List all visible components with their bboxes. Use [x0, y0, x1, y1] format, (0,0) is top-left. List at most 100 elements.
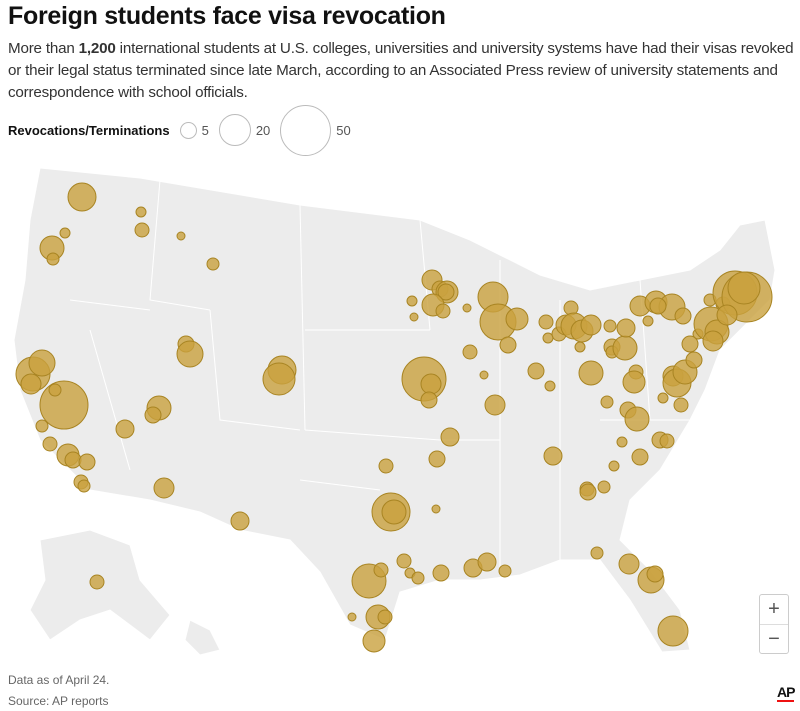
school-bubble[interactable] — [544, 380, 556, 392]
school-bubble[interactable] — [89, 574, 105, 590]
school-bubble[interactable] — [78, 453, 96, 471]
school-bubble[interactable] — [543, 446, 563, 466]
school-bubble[interactable] — [618, 553, 640, 575]
school-bubble[interactable] — [39, 380, 89, 430]
school-bubble[interactable] — [144, 406, 162, 424]
school-bubble[interactable] — [378, 458, 394, 474]
school-bubble[interactable] — [411, 571, 425, 585]
school-bubble[interactable] — [631, 448, 649, 466]
school-bubble[interactable] — [542, 332, 554, 344]
school-bubble[interactable] — [600, 395, 614, 409]
legend-circle-medium — [218, 114, 251, 146]
school-bubble[interactable] — [479, 370, 489, 380]
school-bubble[interactable] — [612, 335, 638, 361]
school-bubble[interactable] — [603, 319, 617, 333]
school-bubble[interactable] — [498, 564, 512, 578]
school-bubble[interactable] — [428, 450, 446, 468]
school-bubble[interactable] — [347, 612, 357, 622]
school-bubble[interactable] — [373, 562, 389, 578]
school-bubble[interactable] — [574, 341, 586, 353]
school-bubble[interactable] — [702, 330, 724, 352]
school-bubble[interactable] — [462, 344, 478, 360]
school-bubble[interactable] — [377, 609, 393, 625]
school-bubble[interactable] — [67, 182, 97, 212]
school-bubble[interactable] — [64, 451, 82, 469]
school-bubble[interactable] — [206, 257, 220, 271]
school-bubble[interactable] — [657, 615, 689, 647]
zoom-in-button[interactable]: + — [760, 595, 788, 625]
school-bubble[interactable] — [673, 397, 689, 413]
school-bubble[interactable] — [230, 511, 250, 531]
size-legend: Revocations/Terminations 5 20 50 — [8, 104, 361, 156]
school-bubble[interactable] — [176, 340, 204, 368]
legend-circle-small — [179, 121, 197, 139]
legend-title: Revocations/Terminations — [8, 122, 170, 138]
description: More than 1,200 international students a… — [8, 40, 794, 101]
school-bubble[interactable] — [624, 406, 650, 432]
school-bubble[interactable] — [646, 565, 664, 583]
school-bubble[interactable] — [579, 483, 597, 501]
school-bubble[interactable] — [674, 307, 692, 325]
source-note: Source: AP reports — [8, 694, 109, 708]
legend-value: 20 — [255, 122, 271, 138]
page-title: Foreign students face visa revocation — [8, 2, 446, 30]
school-bubble[interactable] — [681, 335, 699, 353]
school-bubble[interactable] — [499, 336, 517, 354]
school-bubble[interactable] — [153, 477, 175, 499]
school-bubble[interactable] — [437, 283, 455, 301]
school-bubble[interactable] — [642, 315, 654, 327]
school-bubble[interactable] — [46, 252, 60, 266]
data-note: Data as of April 24. — [8, 673, 110, 687]
school-bubble[interactable] — [608, 460, 620, 472]
hawaii — [184, 619, 221, 656]
school-bubble[interactable] — [134, 222, 150, 238]
school-bubble[interactable] — [20, 373, 42, 395]
school-bubble[interactable] — [440, 427, 460, 447]
school-bubble[interactable] — [727, 271, 761, 305]
school-bubble[interactable] — [657, 392, 669, 404]
school-bubble[interactable] — [716, 304, 738, 326]
school-bubble[interactable] — [176, 231, 186, 241]
school-bubble[interactable] — [77, 479, 91, 493]
school-bubble[interactable] — [622, 370, 646, 394]
school-bubble[interactable] — [590, 546, 604, 560]
zoom-out-button[interactable]: − — [768, 628, 780, 650]
school-bubble[interactable] — [28, 349, 56, 377]
school-bubble[interactable] — [477, 552, 497, 572]
school-bubble[interactable] — [409, 312, 419, 322]
school-bubble[interactable] — [262, 362, 296, 396]
school-bubble[interactable] — [432, 564, 450, 582]
school-bubble[interactable] — [381, 499, 407, 525]
ap-logo: AP — [777, 684, 795, 702]
legend-value: 5 — [201, 122, 209, 138]
school-bubble[interactable] — [48, 383, 62, 397]
school-bubble[interactable] — [59, 227, 71, 239]
zoom-controls: + − — [759, 594, 789, 654]
school-bubble[interactable] — [597, 480, 611, 494]
school-bubble[interactable] — [431, 504, 441, 514]
school-bubble[interactable] — [420, 373, 442, 395]
school-bubble[interactable] — [35, 419, 49, 433]
school-bubble[interactable] — [538, 314, 554, 330]
school-bubble[interactable] — [527, 362, 545, 380]
school-bubble[interactable] — [616, 318, 636, 338]
legend-value: 50 — [336, 122, 351, 138]
school-bubble[interactable] — [115, 419, 135, 439]
us-map[interactable] — [0, 160, 800, 660]
school-bubble[interactable] — [578, 360, 604, 386]
school-bubble[interactable] — [616, 436, 628, 448]
school-bubble[interactable] — [420, 391, 438, 409]
school-bubble[interactable] — [135, 206, 147, 218]
school-bubble[interactable] — [659, 433, 675, 449]
school-bubble[interactable] — [649, 297, 667, 315]
school-bubble[interactable] — [435, 303, 451, 319]
school-bubble[interactable] — [505, 307, 529, 331]
school-bubble[interactable] — [685, 351, 703, 369]
school-bubble[interactable] — [406, 295, 418, 307]
school-bubble[interactable] — [462, 303, 472, 313]
school-bubble[interactable] — [580, 314, 602, 336]
school-bubble[interactable] — [362, 629, 386, 653]
school-bubble[interactable] — [484, 394, 506, 416]
school-bubble[interactable] — [396, 553, 412, 569]
school-bubble[interactable] — [42, 436, 58, 452]
